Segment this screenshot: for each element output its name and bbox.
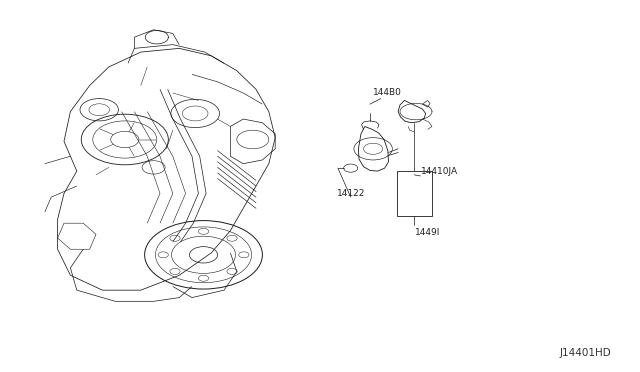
Text: J14401HD: J14401HD (559, 348, 611, 358)
Text: 1449I: 1449I (415, 228, 440, 237)
Text: 144B0: 144B0 (372, 89, 401, 97)
Text: 14410JA: 14410JA (421, 167, 458, 176)
Text: 14122: 14122 (337, 189, 365, 198)
Bar (397, 171, 432, 216)
